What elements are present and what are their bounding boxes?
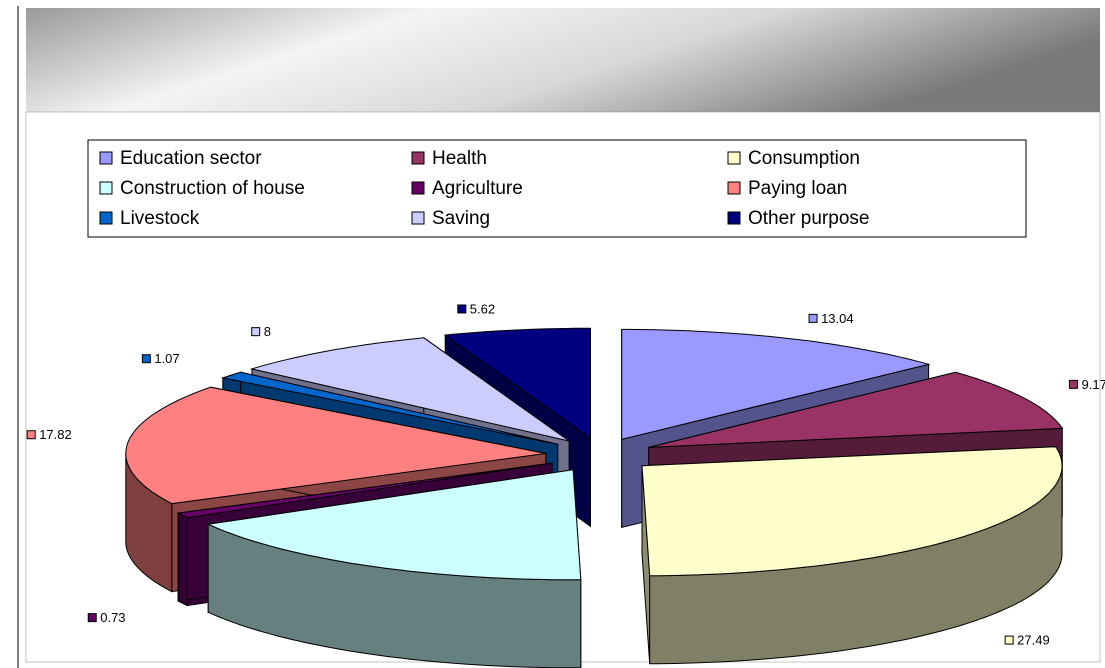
data-labels: 13.04 9.17 27.49 17.04 0.73 17.82 1.07 8 5.62	[26, 301, 1105, 668]
slice	[125, 386, 546, 505]
slice	[206, 469, 582, 581]
label-swatch	[141, 354, 151, 364]
legend-label: Paying loan	[748, 178, 847, 199]
label-swatch	[457, 304, 467, 314]
legend-swatch	[99, 211, 113, 225]
slice	[641, 446, 1063, 577]
legend-label: Health	[432, 148, 487, 169]
legend-swatch	[411, 181, 425, 195]
slice	[443, 327, 591, 440]
slice-wall	[177, 512, 188, 607]
data-label: 17.82	[39, 427, 72, 442]
header-band	[26, 8, 1100, 112]
slice	[621, 328, 931, 441]
pie	[125, 327, 1064, 668]
label-swatch	[1069, 379, 1079, 389]
legend-label: Construction of house	[120, 178, 305, 199]
data-label: 1.07	[154, 351, 179, 366]
legend-label: Agriculture	[432, 178, 523, 199]
data-label: 5.62	[470, 301, 495, 316]
legend-label: Consumption	[748, 148, 860, 169]
data-label: 9.17	[1082, 377, 1105, 392]
data-label: 17.04	[303, 665, 336, 668]
legend-label: Other purpose	[748, 208, 869, 229]
data-label: 8	[264, 324, 271, 339]
legend-items: Education sector Health Consumption Constru…	[99, 148, 869, 229]
slice	[220, 371, 558, 445]
legend-swatch	[411, 211, 425, 225]
legend-label: Saving	[432, 208, 490, 229]
legend-label: Livestock	[120, 208, 200, 229]
slice	[249, 337, 570, 442]
legend-swatch	[727, 181, 741, 195]
slice	[176, 462, 553, 519]
legend-label: Education sector	[120, 148, 262, 169]
legend-swatch	[727, 151, 741, 165]
slice	[648, 371, 1064, 448]
label-swatch	[1004, 635, 1014, 645]
label-swatch	[808, 313, 818, 323]
label-swatch	[251, 327, 261, 337]
data-label: 27.49	[1017, 633, 1050, 648]
label-swatch	[26, 430, 36, 440]
legend-swatch	[727, 211, 741, 225]
legend-swatch	[99, 151, 113, 165]
legend-swatch	[411, 151, 425, 165]
legend-swatch	[99, 181, 113, 195]
data-label: 13.04	[821, 311, 854, 326]
label-swatch	[87, 613, 97, 623]
legend	[87, 139, 1027, 238]
data-label: 0.73	[100, 610, 125, 625]
